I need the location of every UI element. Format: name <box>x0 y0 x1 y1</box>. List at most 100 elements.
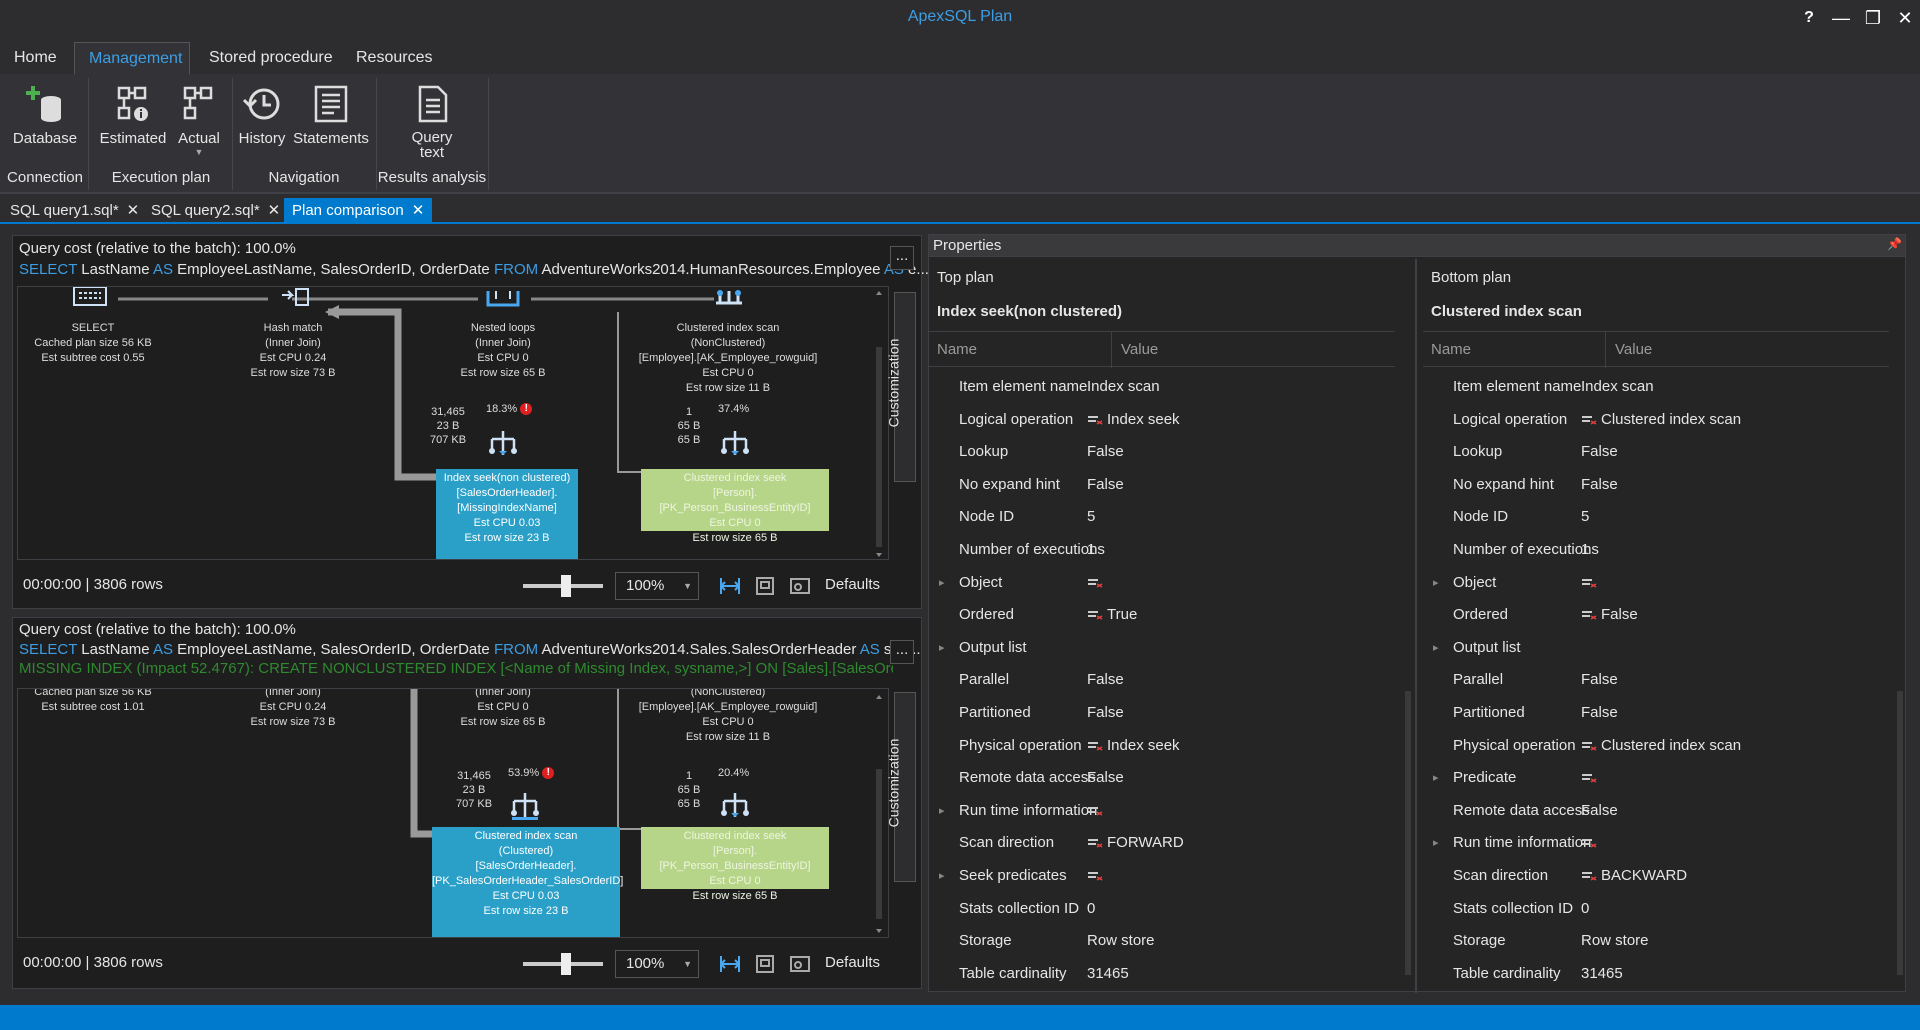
property-row[interactable]: Physical operation Clustered index scan <box>1423 730 1889 763</box>
database-button[interactable]: Database <box>8 84 82 147</box>
property-row[interactable]: Remote data access False <box>929 762 1395 795</box>
clustered-index-scan-node[interactable]: Clustered index scan (NonClustered) [Emp… <box>638 322 818 394</box>
expand-icon[interactable]: ▸ <box>939 869 945 882</box>
plan-diagram[interactable]: SELECT Cached plan size 56 KB Est subtre… <box>17 286 889 560</box>
property-row[interactable]: No expand hint False <box>929 469 1395 502</box>
clustered-index-seek-node-box[interactable]: Clustered index seek [Person].[PK_Person… <box>641 827 829 902</box>
property-row[interactable]: Table cardinality 31465 <box>1423 958 1889 991</box>
property-row[interactable]: Ordered True <box>929 599 1395 632</box>
property-row[interactable]: Ordered False <box>1423 599 1889 632</box>
pin-icon[interactable]: 📌 <box>1887 237 1902 251</box>
tab-plan-comparison[interactable]: Plan comparison ✕ <box>284 198 433 224</box>
close-button[interactable]: ✕ <box>1897 8 1913 28</box>
history-button[interactable]: History <box>236 84 288 147</box>
property-row[interactable]: Item element name Index scan <box>929 371 1395 404</box>
zoom-slider-handle[interactable] <box>561 953 571 975</box>
property-row[interactable]: Partitioned False <box>1423 697 1889 730</box>
expand-icon[interactable]: ▸ <box>1433 641 1439 654</box>
property-row[interactable]: Lookup False <box>929 436 1395 469</box>
property-row[interactable]: ▸ Run time information <box>929 795 1395 828</box>
hash-match-node[interactable]: Hash match (Inner Join) Est CPU 0.24 Est… <box>250 322 336 379</box>
scrollbar[interactable] <box>1895 351 1903 991</box>
property-row[interactable]: Storage Row store <box>929 925 1395 958</box>
property-row[interactable]: Node ID 5 <box>929 501 1395 534</box>
tab-sql-query2[interactable]: SQL query2.sql* ✕ <box>151 202 281 219</box>
minimize-button[interactable]: — <box>1832 8 1850 28</box>
property-name: Object <box>959 573 1003 591</box>
index-seek-node-box[interactable]: Index seek(non clustered) [SalesOrderHea… <box>436 469 578 559</box>
expand-icon[interactable]: ▸ <box>939 576 945 589</box>
property-row[interactable]: ▸ Predicate <box>1423 762 1889 795</box>
expand-icon[interactable]: ▸ <box>1433 576 1439 589</box>
menu-resources[interactable]: Resources <box>356 49 433 66</box>
query-text-button[interactable]: Query text <box>384 84 480 160</box>
close-icon[interactable]: ✕ <box>126 202 140 219</box>
zoom-select[interactable]: 100% ▼ <box>615 950 699 978</box>
zoom-slider-handle[interactable] <box>561 575 571 597</box>
fit-page-icon[interactable] <box>755 576 775 596</box>
property-row[interactable]: ▸ Run time information <box>1423 827 1889 860</box>
expand-icon[interactable]: ▸ <box>939 641 945 654</box>
help-button[interactable]: ? <box>1804 9 1814 26</box>
property-row[interactable]: Remote data access False <box>1423 795 1889 828</box>
property-row[interactable]: Item element name Index scan <box>1423 371 1889 404</box>
expand-icon[interactable]: ▸ <box>1433 837 1439 850</box>
property-row[interactable]: Logical operation Index seek <box>929 404 1395 437</box>
property-row[interactable]: Physical operation Index seek <box>929 730 1395 763</box>
restore-button[interactable]: ❐ <box>1864 8 1882 28</box>
property-row[interactable]: ▸ Seek predicates <box>929 860 1395 893</box>
menu-home[interactable]: Home <box>14 49 57 66</box>
tab-sql-query1[interactable]: SQL query1.sql* ✕ <box>10 202 140 219</box>
property-row[interactable]: Stats collection ID 0 <box>929 893 1395 926</box>
property-row[interactable]: ▸ Object <box>1423 567 1889 600</box>
zoom-select[interactable]: 100% ▼ <box>615 572 699 600</box>
property-row[interactable]: Lookup False <box>1423 436 1889 469</box>
property-row[interactable]: Logical operation Clustered index scan <box>1423 404 1889 437</box>
more-button[interactable]: ... <box>890 246 914 270</box>
hash-match-node[interactable]: (Inner Join) Est CPU 0.24 Est row size 7… <box>250 688 336 728</box>
property-row[interactable]: Partitioned False <box>929 697 1395 730</box>
more-button[interactable]: ... <box>890 640 914 664</box>
select-node[interactable]: Cached plan size 56 KB Est subtree cost … <box>34 688 152 713</box>
property-row[interactable]: No expand hint False <box>1423 469 1889 502</box>
property-row[interactable]: Number of executions 1 <box>1423 534 1889 567</box>
expand-icon[interactable]: ▸ <box>939 804 945 817</box>
fit-width-icon[interactable] <box>719 576 741 596</box>
property-row[interactable]: Scan direction FORWARD <box>929 827 1395 860</box>
overview-icon[interactable] <box>789 954 811 974</box>
property-row[interactable]: Table cardinality 31465 <box>929 958 1395 991</box>
scrollbar[interactable] <box>1403 351 1411 991</box>
clustered-index-scan-node[interactable]: (NonClustered) [Employee].[AK_Employee_r… <box>638 688 818 743</box>
plan-diagram[interactable]: Cached plan size 56 KB Est subtree cost … <box>17 688 889 938</box>
menu-management[interactable]: Management <box>74 42 190 74</box>
close-icon[interactable]: ✕ <box>411 202 425 219</box>
estimated-button[interactable]: Estimated <box>96 84 170 147</box>
actual-button[interactable]: Actual ▼ <box>172 84 226 157</box>
property-row[interactable]: Storage Row store <box>1423 925 1889 958</box>
nested-loops-node[interactable]: Nested loops (Inner Join) Est CPU 0 Est … <box>460 322 546 379</box>
property-row[interactable]: Parallel False <box>1423 664 1889 697</box>
defaults-button[interactable]: Defaults <box>825 576 881 593</box>
clustered-index-seek-node-box[interactable]: Clustered index seek [Person].[PK_Person… <box>641 469 829 544</box>
overview-icon[interactable] <box>789 576 811 596</box>
property-row[interactable]: Scan direction BACKWARD <box>1423 860 1889 893</box>
statements-button[interactable]: Statements <box>290 84 372 147</box>
property-row[interactable]: ▸ Output list <box>929 632 1395 665</box>
defaults-button[interactable]: Defaults <box>825 954 881 971</box>
menu-stored-procedure[interactable]: Stored procedure <box>209 49 333 66</box>
expand-icon[interactable]: ▸ <box>1433 772 1439 785</box>
fit-page-icon[interactable] <box>755 954 775 974</box>
close-icon[interactable]: ✕ <box>267 202 281 219</box>
clustered-index-scan-node-box[interactable]: Clustered index scan (Clustered) [SalesO… <box>432 827 623 937</box>
property-row[interactable]: ▸ Output list <box>1423 632 1889 665</box>
property-row[interactable]: Stats collection ID 0 <box>1423 893 1889 926</box>
property-row[interactable]: Parallel False <box>929 664 1395 697</box>
property-row[interactable]: Node ID 5 <box>1423 501 1889 534</box>
customization-tab[interactable]: Customization <box>885 692 916 882</box>
property-row[interactable]: ▸ Object <box>929 567 1395 600</box>
customization-tab[interactable]: Customization <box>885 292 916 482</box>
property-row[interactable]: Number of executions 1 <box>929 534 1395 567</box>
nested-loops-node[interactable]: (Inner Join) Est CPU 0 Est row size 65 B <box>460 688 546 728</box>
select-node[interactable]: SELECT Cached plan size 56 KB Est subtre… <box>34 322 152 364</box>
fit-width-icon[interactable] <box>719 954 741 974</box>
